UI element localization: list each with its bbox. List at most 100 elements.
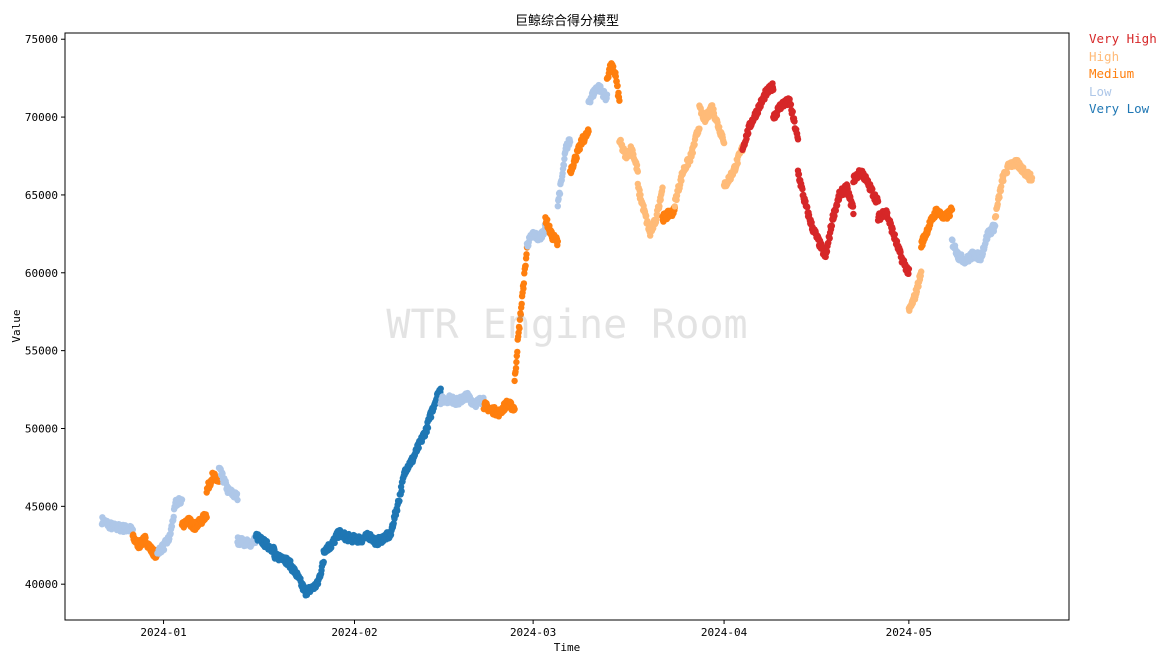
data-point (657, 196, 664, 204)
data-point (390, 520, 397, 527)
data-point (998, 183, 1005, 190)
legend-item: High (1089, 48, 1120, 64)
data-point (804, 203, 811, 211)
legend-item: Medium (1089, 66, 1135, 81)
data-point (234, 496, 241, 504)
data-point (918, 268, 925, 275)
data-point (946, 212, 953, 220)
y-tick-label: 40000 (25, 578, 58, 591)
data-point (614, 82, 621, 90)
x-tick-label: 2024-05 (886, 626, 932, 639)
data-point (585, 128, 592, 135)
data-point (991, 222, 999, 230)
chart-title: 巨鲸综合得分模型 (515, 13, 619, 29)
data-point (520, 285, 527, 292)
data-point (826, 235, 833, 242)
data-point (992, 213, 1000, 220)
data-point (415, 444, 422, 452)
data-point (794, 136, 802, 143)
data-point (671, 203, 678, 210)
legend: Very High High Medium Low Very Low (1089, 30, 1157, 118)
y-tick-label: 55000 (25, 345, 58, 358)
watermark: WTR Engine Room (386, 302, 747, 348)
y-tick-label: 65000 (25, 189, 58, 202)
data-point (203, 514, 210, 521)
data-point (832, 207, 839, 214)
y-tick-label: 60000 (25, 267, 58, 280)
y-tick-label: 75000 (25, 33, 58, 46)
data-point (556, 190, 564, 198)
data-point (424, 424, 432, 432)
data-point (320, 558, 327, 566)
data-point (637, 191, 644, 198)
legend-item: Low (1089, 83, 1112, 99)
data-point (560, 162, 568, 169)
data-point (833, 202, 841, 209)
data-point (616, 97, 623, 104)
data-point (884, 209, 891, 217)
data-point (691, 141, 698, 148)
y-axis: 40000 45000 50000 55000 60000 65000 70000 75000 (25, 33, 65, 591)
data-point (129, 526, 136, 533)
data-point (716, 123, 723, 131)
data-point (799, 185, 806, 193)
data-point (219, 470, 226, 477)
data-point (603, 91, 611, 98)
data-point (720, 139, 728, 147)
data-point (1028, 174, 1036, 182)
data-point (689, 149, 696, 157)
data-point (513, 358, 520, 366)
data-point (656, 203, 663, 210)
data-point (634, 168, 641, 175)
data-point (398, 487, 405, 495)
plot-frame (64, 32, 1070, 621)
data-point (734, 160, 741, 167)
data-point (850, 210, 857, 218)
x-tick-label: 2024-02 (331, 626, 377, 639)
x-axis: 2024-01 2024-02 2024-03 2024-04 2024-05 (140, 620, 932, 639)
data-point (891, 231, 898, 238)
data-point (789, 108, 796, 115)
data-point (869, 185, 876, 193)
data-point (554, 238, 561, 245)
data-point (170, 513, 177, 521)
data-point (511, 377, 518, 385)
data-point (678, 177, 685, 184)
data-point (555, 195, 562, 203)
x-tick-label: 2024-01 (140, 626, 186, 639)
data-point (795, 171, 803, 178)
data-point (437, 385, 444, 392)
data-point (168, 523, 176, 530)
legend-item: Very Low (1089, 101, 1150, 116)
data-point (996, 194, 1003, 201)
data-point (828, 222, 836, 230)
data-point (512, 364, 520, 372)
data-point (791, 118, 798, 125)
data-point (573, 155, 580, 162)
data-point (516, 325, 523, 332)
x-tick-label: 2024-03 (510, 626, 556, 639)
data-point (612, 73, 619, 80)
data-point (516, 316, 524, 323)
scatter-points (98, 60, 1036, 599)
y-tick-label: 50000 (25, 422, 58, 435)
data-point (160, 546, 168, 553)
data-point (633, 161, 641, 169)
x-axis-label: Time (554, 641, 581, 654)
data-point (786, 95, 793, 103)
data-point (554, 203, 561, 210)
y-axis-label: Value (10, 309, 23, 342)
data-point (561, 155, 568, 163)
data-point (948, 206, 956, 213)
data-point (522, 262, 529, 269)
data-point (517, 311, 524, 318)
data-point (178, 496, 186, 503)
data-point (394, 507, 401, 514)
data-point (831, 212, 838, 220)
legend-item: Very High (1089, 31, 1157, 46)
data-point (823, 248, 831, 255)
data-point (949, 237, 956, 244)
data-point (233, 490, 241, 497)
data-point (427, 414, 435, 421)
